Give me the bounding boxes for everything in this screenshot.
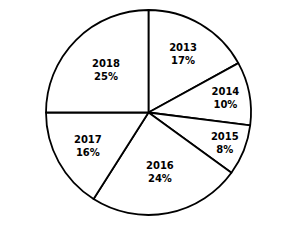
svg-text:201317%: 201317% [169, 42, 197, 66]
svg-text:20158%: 20158% [211, 131, 239, 155]
svg-text:201825%: 201825% [92, 58, 120, 82]
svg-text:201624%: 201624% [146, 160, 174, 184]
svg-text:201410%: 201410% [211, 86, 239, 110]
svg-text:201716%: 201716% [74, 134, 102, 158]
